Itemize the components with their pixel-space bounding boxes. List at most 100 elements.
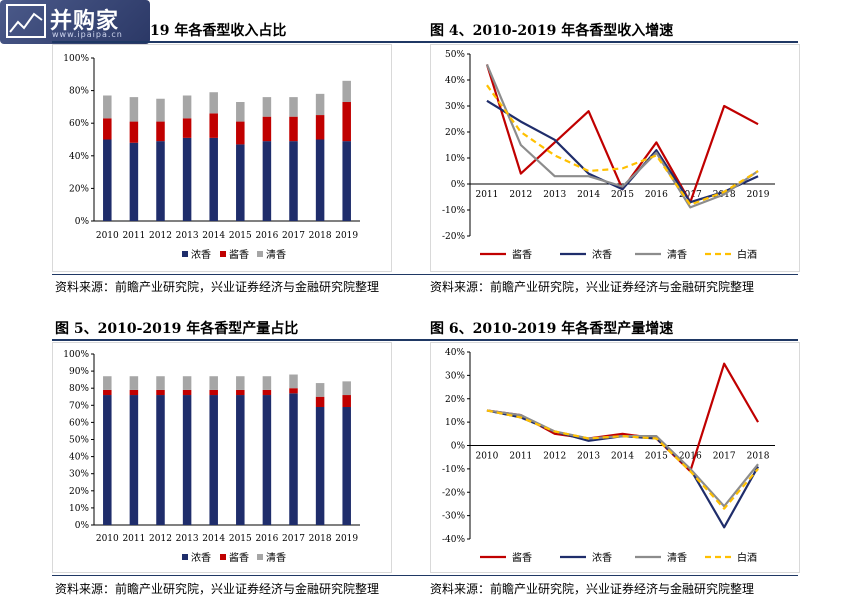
- legend-label: 清香: [667, 248, 687, 261]
- source-note-3: 资料来源：前瞻产业研究院，兴业证券经济与金融研究院整理: [55, 280, 380, 294]
- bar-segment: [236, 389, 245, 396]
- bar-segment: [103, 395, 112, 525]
- legend-label: 浓香: [592, 249, 612, 261]
- x-tick-label: 2010: [96, 534, 119, 544]
- y-tick-label: 70%: [69, 401, 89, 411]
- x-tick-label: 2016: [645, 190, 668, 200]
- x-tick-label: 2018: [309, 231, 332, 241]
- x-tick-label: 2012: [509, 190, 532, 200]
- legend-label: 清香: [266, 248, 286, 261]
- y-tick-label: 10%: [69, 504, 89, 514]
- bar-segment: [103, 376, 112, 390]
- y-tick-label: 20%: [445, 395, 465, 405]
- bar-segment: [156, 376, 165, 390]
- bar-segment: [315, 115, 325, 140]
- panel-title-3: 19 年各香型收入占比: [150, 23, 287, 39]
- output-share-chart: 0%10%20%30%40%50%60%70%80%90%100%2010 201…: [52, 342, 392, 573]
- bar-segment: [315, 139, 325, 221]
- x-tick-label: 2017: [282, 231, 305, 241]
- source-rule-1: [52, 274, 798, 275]
- x-tick-label: 2016: [679, 452, 702, 462]
- bar-segment: [289, 116, 298, 142]
- series-line: [486, 409, 760, 529]
- legend-swatch: [257, 554, 263, 560]
- y-tick-label: 20%: [69, 184, 89, 194]
- legend-label: 浓香: [191, 249, 211, 261]
- y-tick-label: 100%: [63, 54, 89, 64]
- bar-segment: [182, 137, 192, 221]
- series-line: [485, 63, 759, 209]
- bar-segment: [315, 93, 325, 116]
- y-tick-label: 50%: [69, 436, 89, 446]
- x-tick-label: 2012: [149, 231, 172, 241]
- x-tick-label: 2017: [713, 452, 736, 462]
- mid-rule: [52, 339, 798, 341]
- legend-swatch: [220, 554, 226, 560]
- legend-label: 浓香: [592, 552, 612, 564]
- source-note-6: 资料来源：前瞻产业研究院，兴业证券经济与金融研究院整理: [430, 582, 755, 596]
- x-tick-label: 2017: [679, 190, 702, 200]
- bar-segment: [262, 389, 272, 396]
- top-rule: [52, 41, 798, 43]
- legend-label: 酱香: [229, 551, 249, 564]
- bar-segment: [209, 389, 218, 396]
- bar-segment: [129, 121, 139, 143]
- bar-segment: [342, 141, 351, 221]
- series-line: [486, 409, 759, 508]
- bar-segment: [236, 121, 245, 145]
- bar-segment: [236, 102, 245, 122]
- y-tick-label: 30%: [445, 102, 465, 112]
- bar-segment: [236, 395, 245, 525]
- legend-label: 白酒: [737, 551, 757, 564]
- y-tick-label: 0%: [75, 521, 90, 531]
- y-tick-label: 0%: [451, 180, 466, 190]
- bar-segment: [342, 407, 351, 525]
- x-tick-label: 2011: [122, 231, 145, 241]
- bar-segment: [289, 374, 298, 389]
- y-tick-label: 30%: [69, 470, 89, 480]
- bar-segment: [342, 395, 351, 408]
- y-tick-label: -40%: [442, 535, 465, 545]
- x-tick-label: 2016: [255, 534, 278, 544]
- bar-segment: [182, 376, 192, 390]
- bar-segment: [103, 118, 112, 140]
- source-note-5: 资料来源：前瞻产业研究院，兴业证券经济与金融研究院整理: [55, 582, 380, 596]
- panel-title-4: 图 4、2010-2019 年各香型收入增速: [430, 23, 674, 39]
- y-tick-label: 60%: [69, 418, 89, 428]
- bar-segment: [209, 137, 218, 221]
- legend-label: 酱香: [229, 248, 249, 261]
- x-tick-label: 2014: [611, 452, 634, 462]
- bar-segment: [262, 376, 272, 390]
- panel-title-6: 图 6、2010-2019 年各香型产量增速: [430, 321, 674, 337]
- y-tick-label: 40%: [69, 152, 89, 162]
- legend-swatch: [257, 251, 263, 257]
- x-tick-label: 2013: [176, 231, 199, 241]
- logo-text: 并购家: [50, 9, 120, 34]
- bar-segment: [182, 118, 192, 138]
- bar-segment: [262, 395, 272, 525]
- bar-segment: [156, 395, 165, 525]
- y-tick-label: 20%: [69, 487, 89, 497]
- chart-frame: [430, 44, 800, 272]
- bar-segment: [262, 116, 272, 142]
- bar-segment: [182, 95, 192, 119]
- legend-label: 清香: [266, 551, 286, 564]
- y-tick-label: 40%: [445, 76, 465, 86]
- y-tick-label: 30%: [445, 371, 465, 381]
- y-tick-label: 0%: [451, 442, 466, 452]
- x-tick-label: 2014: [577, 190, 600, 200]
- series-line: [485, 64, 759, 204]
- y-tick-label: -30%: [442, 512, 465, 522]
- x-tick-label: 2011: [122, 534, 145, 544]
- bar-segment: [209, 395, 218, 525]
- bar-segment: [315, 383, 325, 397]
- bar-segment: [129, 142, 139, 221]
- bar-segment: [289, 393, 298, 525]
- series-line: [486, 409, 759, 510]
- bar-segment: [262, 141, 272, 221]
- x-tick-label: 2013: [577, 452, 600, 462]
- bar-segment: [156, 121, 165, 142]
- bar-segment: [103, 139, 112, 221]
- y-tick-label: 40%: [445, 348, 465, 358]
- bar-segment: [129, 389, 139, 396]
